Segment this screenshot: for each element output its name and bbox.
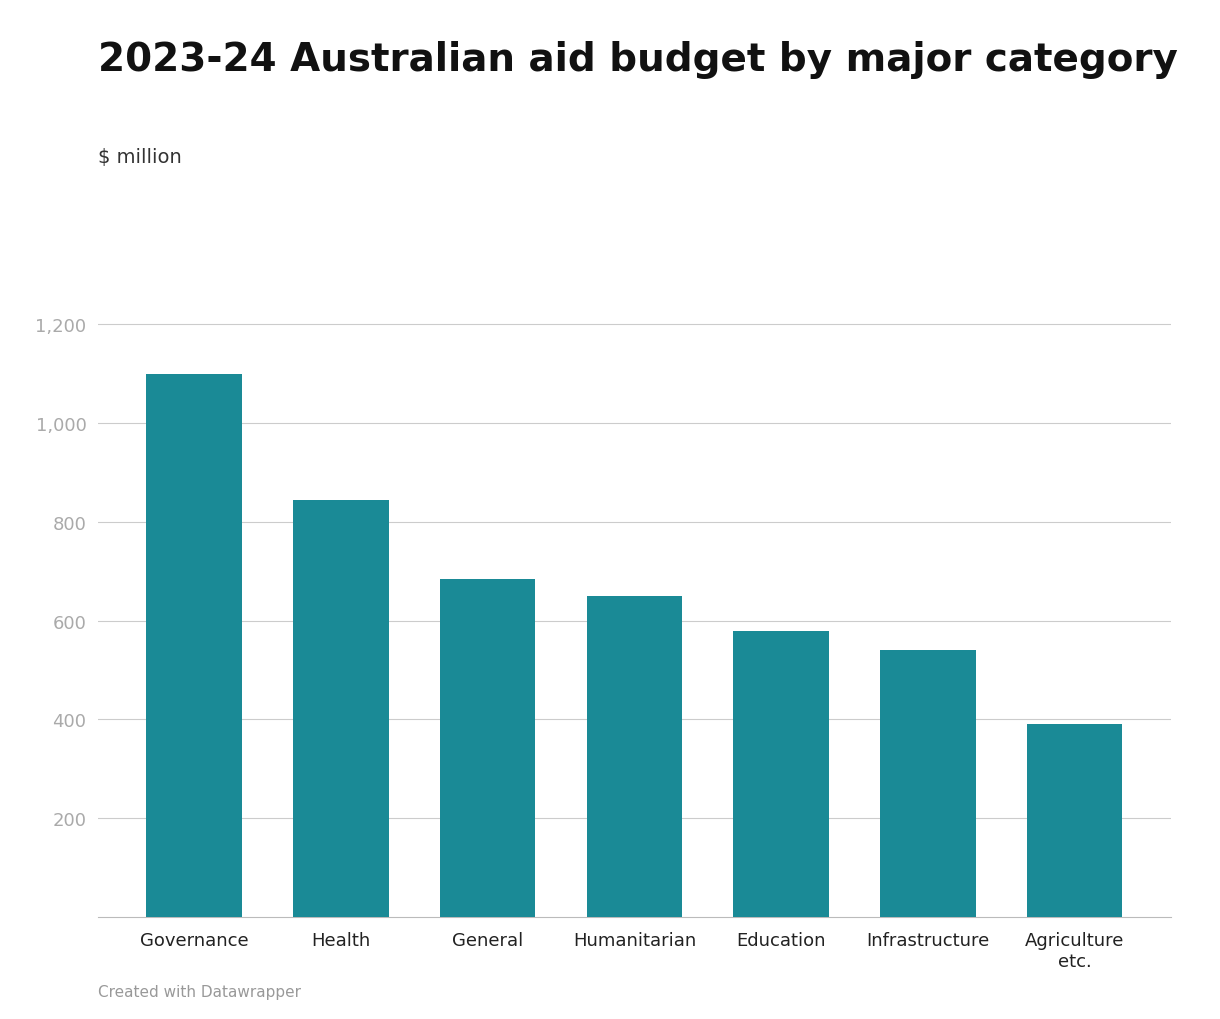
Text: $ million: $ million xyxy=(98,148,182,167)
Text: 2023-24 Australian aid budget by major category: 2023-24 Australian aid budget by major c… xyxy=(98,41,1177,78)
Bar xyxy=(1027,725,1122,917)
Bar xyxy=(293,500,388,917)
Text: Created with Datawrapper: Created with Datawrapper xyxy=(98,983,300,999)
Bar xyxy=(146,374,242,917)
Bar xyxy=(440,579,536,917)
Bar xyxy=(587,596,682,917)
Bar xyxy=(733,632,828,917)
Bar xyxy=(881,650,976,917)
